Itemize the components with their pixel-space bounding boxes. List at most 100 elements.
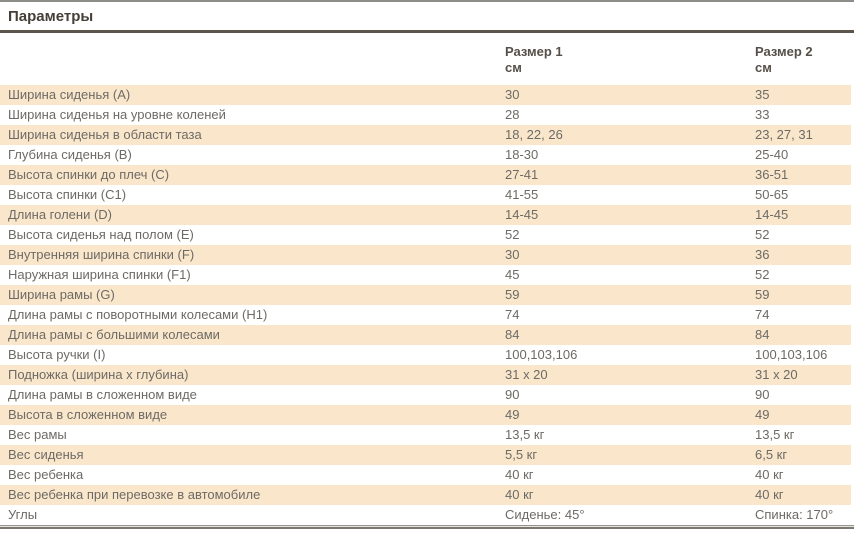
table-row: Длина рамы с большими колесами 84 84 [0, 325, 851, 345]
size1-value: 30 [505, 247, 520, 262]
table-row: Подножка (ширина х глубина) 31 х 20 31 х… [0, 365, 851, 385]
param-name: Вес рамы [8, 427, 67, 442]
size1-value: 45 [505, 267, 520, 282]
table-row: Ширина сиденья на уровне коленей 28 33 [0, 105, 851, 125]
param-name: Высота в сложенном виде [8, 407, 168, 422]
size2-value: 40 кг [755, 487, 784, 502]
size2-value: 6,5 кг [755, 447, 788, 462]
param-name: Длина рамы с большими колесами [8, 327, 220, 342]
table-row: Вес сиденья 5,5 кг 6,5 кг [0, 445, 851, 465]
table-row: Высота спинки (С1) 41-55 50-65 [0, 185, 851, 205]
size1-value: 74 [505, 307, 520, 322]
size2-value: 50-65 [755, 187, 789, 202]
size1-value: 27-41 [505, 167, 539, 182]
table-row: Глубина сиденья (В) 18-30 25-40 [0, 145, 851, 165]
size1-value: 49 [505, 407, 520, 422]
size2-value: 35 [755, 87, 770, 102]
size2-value: 52 [755, 227, 770, 242]
column-label-size2: Размер 2 [755, 44, 813, 59]
size2-value: 13,5 кг [755, 427, 795, 442]
param-name: Ширина сиденья (А) [8, 87, 131, 102]
size2-value: 52 [755, 267, 770, 282]
size2-value: 49 [755, 407, 770, 422]
size1-value: 40 кг [505, 467, 534, 482]
size1-value: 14-45 [505, 207, 539, 222]
table-row: Высота ручки (I) 100,103,106 100,103,106 [0, 345, 851, 365]
page-title: Параметры [8, 8, 94, 25]
param-name: Высота спинки до плеч (С) [8, 167, 170, 182]
param-name: Глубина сиденья (В) [8, 147, 132, 162]
column-header-size2: Размер 2 см [755, 44, 851, 76]
size1-value: 40 кг [505, 487, 534, 502]
param-name: Ширина рамы (G) [8, 287, 115, 302]
param-name: Высота сиденья над полом (E) [8, 227, 194, 242]
size2-value: 36-51 [755, 167, 789, 182]
size1-value: Сиденье: 45° [505, 507, 585, 522]
param-name: Наружная ширина спинки (F1) [8, 267, 191, 282]
table-row: Наружная ширина спинки (F1) 45 52 [0, 265, 851, 285]
column-unit-size1: см [505, 60, 522, 75]
column-header-size1: Размер 1 см [505, 44, 755, 76]
size2-value: 74 [755, 307, 770, 322]
header-spacer [0, 44, 505, 76]
size1-value: 84 [505, 327, 520, 342]
table-row: Длина рамы в сложенном виде 90 90 [0, 385, 851, 405]
title-divider [0, 30, 854, 33]
table-row: Высота в сложенном виде 49 49 [0, 405, 851, 425]
size2-value: 84 [755, 327, 770, 342]
param-name: Длина рамы с поворотными колесами (H1) [8, 307, 268, 322]
table-row: Ширина сиденья (А) 30 35 [0, 85, 851, 105]
size1-value: 52 [505, 227, 520, 242]
table-row: Ширина сиденья в области таза 18, 22, 26… [0, 125, 851, 145]
param-name: Высота спинки (С1) [8, 187, 127, 202]
table-header: Размер 1 см Размер 2 см [0, 44, 851, 76]
size2-value: 31 х 20 [755, 367, 798, 382]
size2-value: 59 [755, 287, 770, 302]
size1-value: 28 [505, 107, 520, 122]
size2-value: 100,103,106 [755, 347, 828, 362]
size2-value: Спинка: 170° [755, 507, 834, 522]
table-row: Длина рамы с поворотными колесами (H1) 7… [0, 305, 851, 325]
param-name: Высота ручки (I) [8, 347, 106, 362]
table-row: Внутренняя ширина спинки (F) 30 36 [0, 245, 851, 265]
param-name: Длина голени (D) [8, 207, 112, 222]
size1-value: 30 [505, 87, 520, 102]
size1-value: 41-55 [505, 187, 539, 202]
size1-value: 90 [505, 387, 520, 402]
size1-value: 13,5 кг [505, 427, 545, 442]
size1-value: 18, 22, 26 [505, 127, 563, 142]
param-name: Подножка (ширина х глубина) [8, 367, 189, 382]
size2-value: 33 [755, 107, 770, 122]
size2-value: 40 кг [755, 467, 784, 482]
size1-value: 18-30 [505, 147, 539, 162]
table-row: Вес рамы 13,5 кг 13,5 кг [0, 425, 851, 445]
table-row: Высота спинки до плеч (С) 27-41 36-51 [0, 165, 851, 185]
table-row: Длина голени (D) 14-45 14-45 [0, 205, 851, 225]
param-name: Вес ребенка [8, 467, 84, 482]
size1-value: 5,5 кг [505, 447, 538, 462]
param-name: Вес сиденья [8, 447, 84, 462]
size1-value: 31 х 20 [505, 367, 548, 382]
size2-value: 90 [755, 387, 770, 402]
param-name: Вес ребенка при перевозке в автомобиле [8, 487, 261, 502]
param-name: Длина рамы в сложенном виде [8, 387, 197, 402]
size2-value: 36 [755, 247, 770, 262]
table-bottom-divider [0, 525, 854, 529]
table-row: Ширина рамы (G) 59 59 [0, 285, 851, 305]
param-name: Внутренняя ширина спинки (F) [8, 247, 195, 262]
table-body: Ширина сиденья (А) 30 35 Ширина сиденья … [0, 85, 854, 525]
param-name: Ширина сиденья на уровне коленей [8, 107, 226, 122]
size2-value: 25-40 [755, 147, 789, 162]
column-unit-size2: см [755, 60, 772, 75]
table-row: Высота сиденья над полом (E) 52 52 [0, 225, 851, 245]
size2-value: 23, 27, 31 [755, 127, 813, 142]
table-row: Вес ребенка 40 кг 40 кг [0, 465, 851, 485]
param-name: Углы [8, 507, 38, 522]
table-row: Углы Сиденье: 45° Спинка: 170° [0, 505, 851, 525]
size1-value: 59 [505, 287, 520, 302]
size1-value: 100,103,106 [505, 347, 578, 362]
table-row: Вес ребенка при перевозке в автомобиле 4… [0, 485, 851, 505]
param-name: Ширина сиденья в области таза [8, 127, 202, 142]
size2-value: 14-45 [755, 207, 789, 222]
